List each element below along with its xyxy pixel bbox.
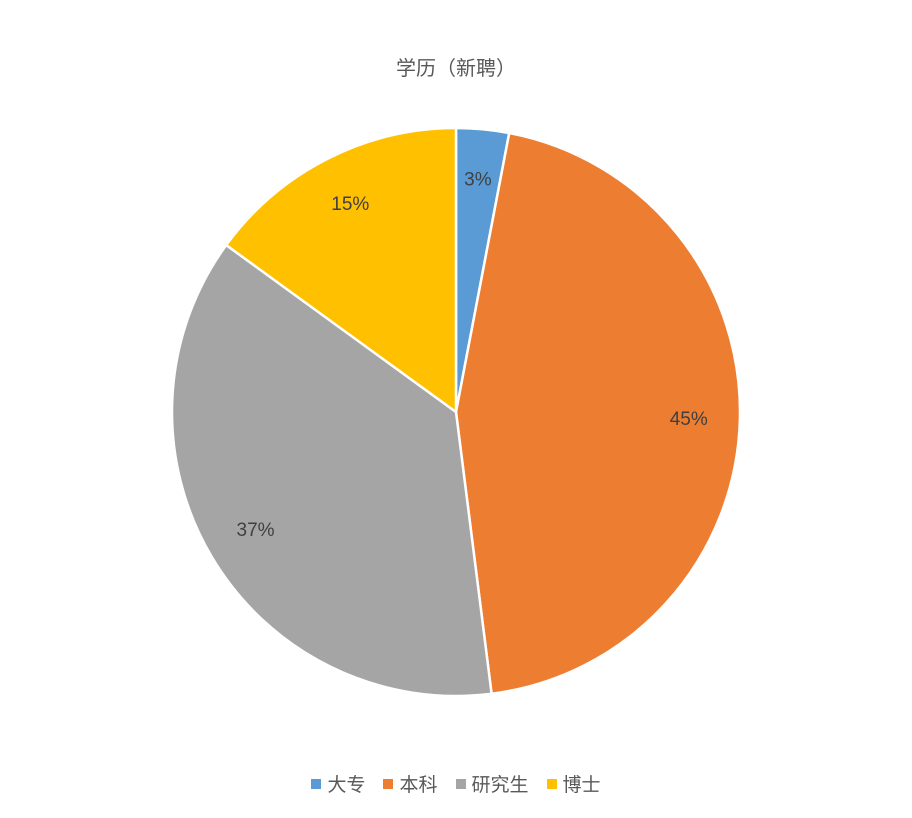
legend-item-benke: 本科 (383, 770, 438, 797)
legend-item-yanjiusheng: 研究生 (455, 770, 529, 797)
pie-labels: 3% 45% 37% 15% (237, 170, 708, 541)
legend-label-boshi: 博士 (562, 774, 601, 796)
legend-swatch-yanjiusheng (455, 778, 466, 789)
data-label-boshi: 15% (331, 194, 369, 215)
legend-item-dazhuan: 大专 (311, 770, 365, 797)
legend-item-boshi: 博士 (546, 770, 601, 797)
chart-title: 学历（新聘） (396, 56, 516, 80)
pie-slice-yanjiusheng (170, 243, 493, 698)
legend-label-yanjiusheng: 研究生 (471, 774, 529, 796)
data-label-benke: 45% (670, 409, 708, 430)
pie-slice-benke (454, 131, 742, 696)
legend-swatch-benke (383, 778, 394, 789)
pie-slices (170, 126, 742, 698)
pie-slice-boshi (224, 126, 458, 414)
data-label-yanjiusheng: 37% (237, 520, 275, 541)
legend: 大专 本科 研究生 博士 (0, 770, 912, 797)
legend-swatch-dazhuan (311, 778, 322, 789)
data-label-dazhuan: 3% (464, 170, 492, 191)
legend-label-dazhuan: 大专 (327, 774, 366, 796)
legend-label-benke: 本科 (399, 774, 438, 796)
legend-swatch-boshi (546, 778, 557, 789)
